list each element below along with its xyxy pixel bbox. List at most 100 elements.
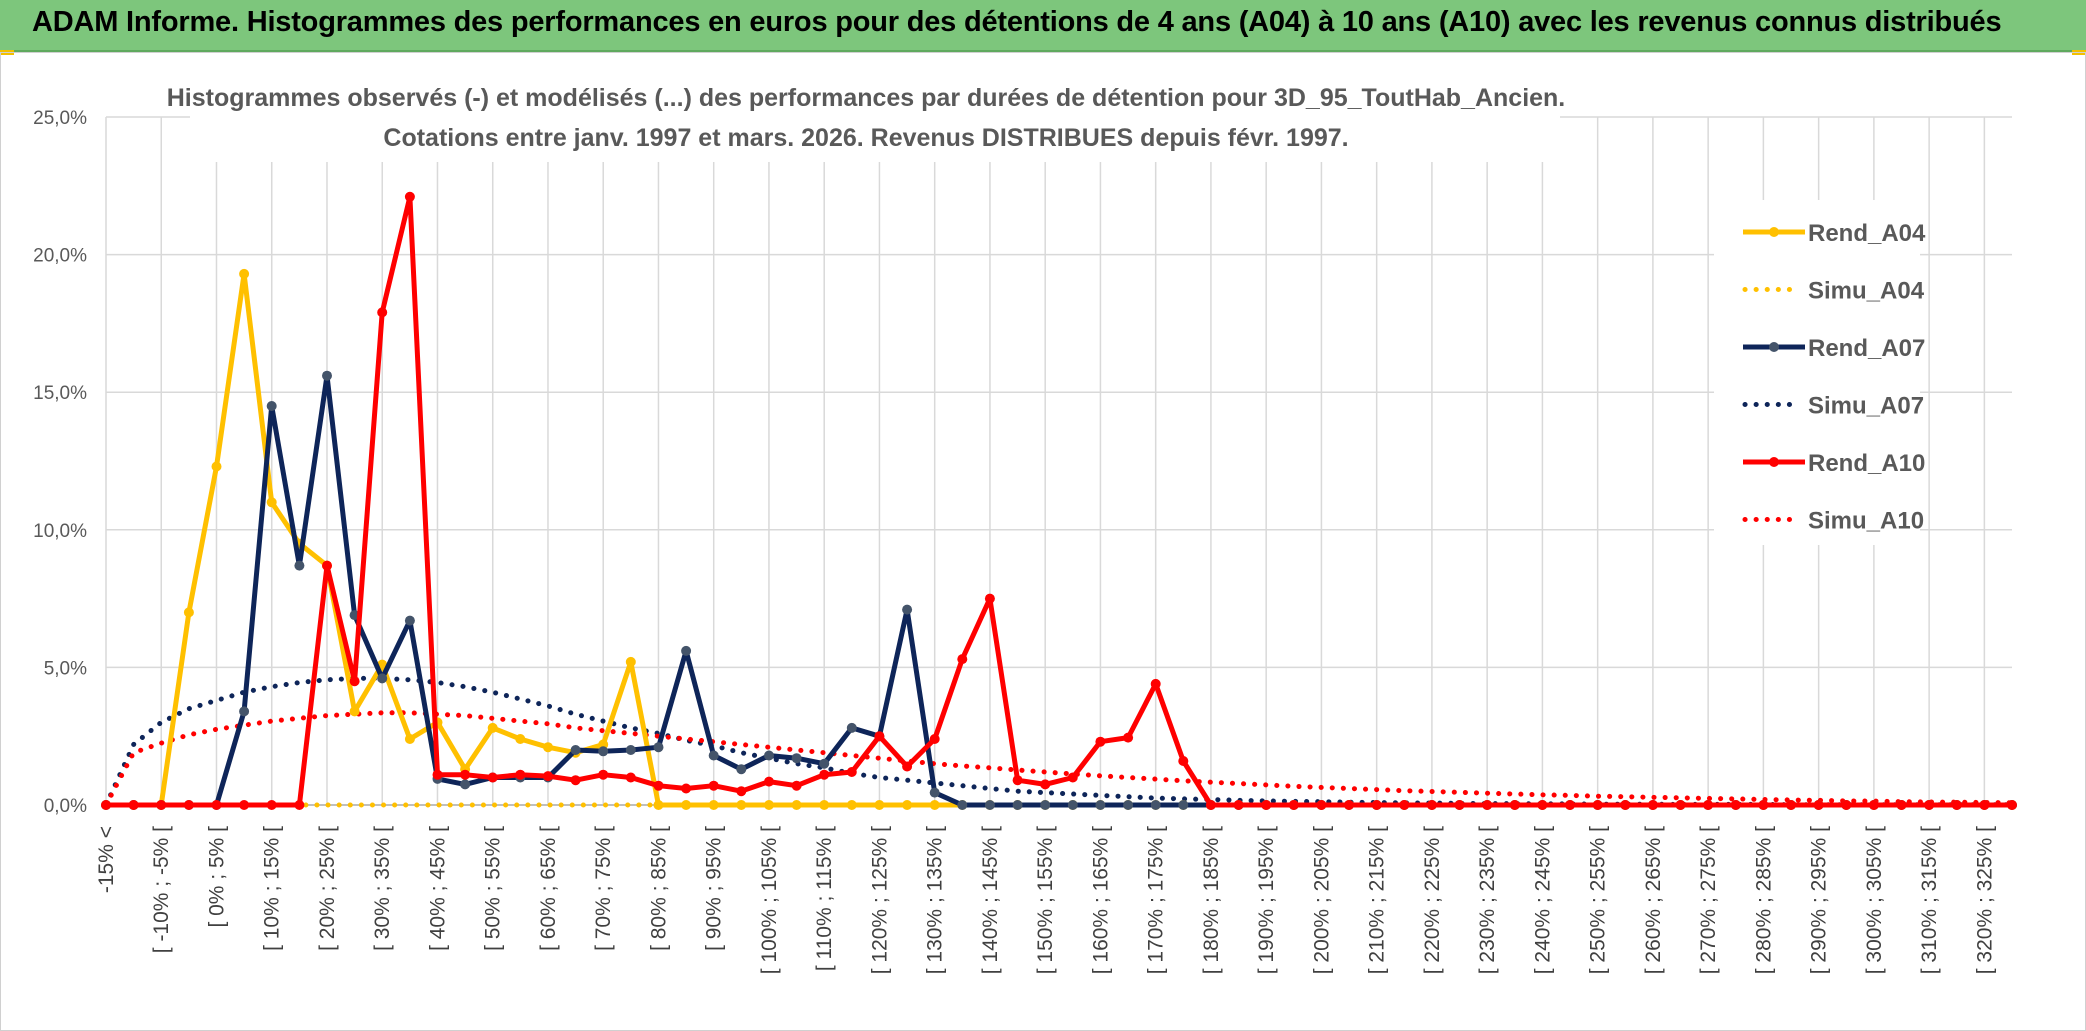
data-point (736, 786, 747, 797)
y-tick-label: 20,0% (33, 246, 87, 267)
data-point (322, 370, 332, 381)
data-point (101, 800, 111, 810)
x-tick-label: [ 140% ; 145% [ (979, 826, 1002, 974)
data-point (1730, 800, 1741, 810)
x-tick-layer: -15% < [ -10% ; -5% [[ 0% ; 5% [[ 10% ; 1… (95, 826, 1996, 974)
data-point (1979, 800, 1990, 810)
banner-title: ADAM Informe. Histogrammes des performan… (32, 6, 2002, 38)
chart-title-block: Histogrammes observés (-) et modélisés (… (167, 72, 1566, 162)
data-point (819, 758, 830, 769)
data-point (929, 734, 940, 744)
legend-label: Simu_A10 (1808, 508, 1924, 535)
x-tick-label: [ 300% ; 305% [ (1863, 826, 1886, 974)
data-point (1040, 800, 1051, 810)
data-point (543, 742, 553, 753)
x-tick-label: [ 280% ; 285% [ (1752, 826, 1775, 974)
x-tick-label: [ 100% ; 105% [ (758, 826, 781, 974)
x-tick-label: [ 90% ; 95% [ (703, 826, 726, 951)
data-point (1565, 800, 1575, 810)
data-point (1703, 800, 1714, 810)
x-tick-label: [ 60% ; 65% [ (537, 826, 560, 951)
data-point (1868, 800, 1879, 810)
data-point (1344, 800, 1354, 810)
data-point (957, 800, 968, 810)
data-point (1012, 800, 1023, 810)
data-point (515, 734, 526, 744)
x-tick-label: [ 230% ; 235% [ (1476, 826, 1499, 974)
data-point (791, 753, 802, 764)
legend-label: Simu_A04 (1808, 278, 1925, 305)
legend-marker (1769, 342, 1779, 352)
x-tick-label: [ 0% ; 5% [ (205, 826, 228, 928)
legend-marker (1769, 227, 1779, 237)
data-point (2007, 800, 2017, 810)
data-point (653, 742, 664, 753)
data-point (1150, 800, 1161, 810)
data-point (239, 706, 250, 717)
x-tick-label: [ 20% ; 25% [ (316, 826, 339, 951)
data-point (156, 800, 167, 810)
legend-label: Rend_A10 (1808, 450, 1925, 477)
data-point (902, 761, 913, 772)
data-point (681, 800, 692, 810)
data-point (1620, 800, 1631, 810)
x-tick-label: [ 210% ; 215% [ (1366, 826, 1389, 974)
data-point (1924, 800, 1935, 810)
x-tick-label: [ 170% ; 175% [ (1145, 826, 1168, 974)
data-point (349, 706, 360, 717)
x-tick-label: [ 260% ; 265% [ (1642, 826, 1665, 974)
data-point (404, 191, 415, 202)
data-point (1067, 800, 1078, 810)
x-tick-label: [ 110% ; 115% [ (813, 826, 836, 971)
data-point (1095, 736, 1106, 747)
x-tick-label: [ 50% ; 55% [ (482, 826, 505, 951)
data-point (543, 771, 553, 782)
series-line (106, 194, 2012, 808)
data-point (625, 772, 636, 783)
legend-label: Rend_A04 (1808, 220, 1926, 247)
legend-item-Simu_A10: Simu_A10 (1742, 508, 1924, 535)
x-tick-label: [ 250% ; 255% [ (1587, 826, 1610, 974)
x-tick-label: [ 10% ; 15% [ (261, 826, 284, 951)
legend-item-Simu_A07: Simu_A07 (1742, 393, 1924, 420)
data-point (239, 800, 250, 810)
data-point (294, 560, 305, 571)
data-point (1233, 800, 1244, 810)
x-tick-label: [ 30% ; 35% [ (371, 826, 394, 951)
legend-item-Rend_A04: Rend_A04 (1743, 220, 1926, 247)
data-point (1675, 800, 1686, 810)
legend-item-Rend_A07: Rend_A07 (1743, 335, 1925, 362)
data-point (929, 787, 940, 798)
data-point (1040, 779, 1051, 790)
x-tick-label: [ 70% ; 75% [ (592, 826, 615, 951)
data-point (791, 780, 802, 791)
data-point (460, 779, 471, 790)
data-point (349, 676, 360, 687)
chart-title-line-2: Cotations entre janv. 1997 et mars. 2026… (383, 124, 1348, 152)
title-banner: ADAM Informe. Histogrammes des performan… (0, 0, 2086, 52)
data-point (1178, 756, 1189, 766)
data-point (1123, 800, 1134, 810)
x-tick-label: [ 320% ; 325% [ (1973, 826, 1996, 974)
chart-title-line-1: Histogrammes observés (-) et modélisés (… (167, 84, 1566, 112)
data-point (1261, 800, 1272, 810)
data-point (929, 800, 940, 810)
data-point (846, 767, 857, 777)
data-point (819, 800, 830, 810)
data-point (1647, 800, 1658, 810)
series-Rend_A10 (101, 191, 2017, 810)
legend-item-Simu_A04: Simu_A04 (1742, 278, 1925, 305)
legend-marker (1769, 457, 1779, 467)
y-tick-layer: 0,0% 5,0% 10,0% 15,0% 20,0% 25,0% (33, 108, 87, 817)
data-point (653, 780, 664, 791)
x-tick-label: [ 80% ; 85% [ (647, 826, 670, 951)
data-point (874, 800, 885, 810)
data-point (1067, 772, 1078, 783)
data-point (598, 746, 609, 757)
x-tick-label: -15% < (95, 826, 118, 893)
data-point (764, 776, 774, 787)
data-point (239, 268, 250, 279)
data-point (570, 745, 581, 755)
data-point (874, 731, 885, 742)
